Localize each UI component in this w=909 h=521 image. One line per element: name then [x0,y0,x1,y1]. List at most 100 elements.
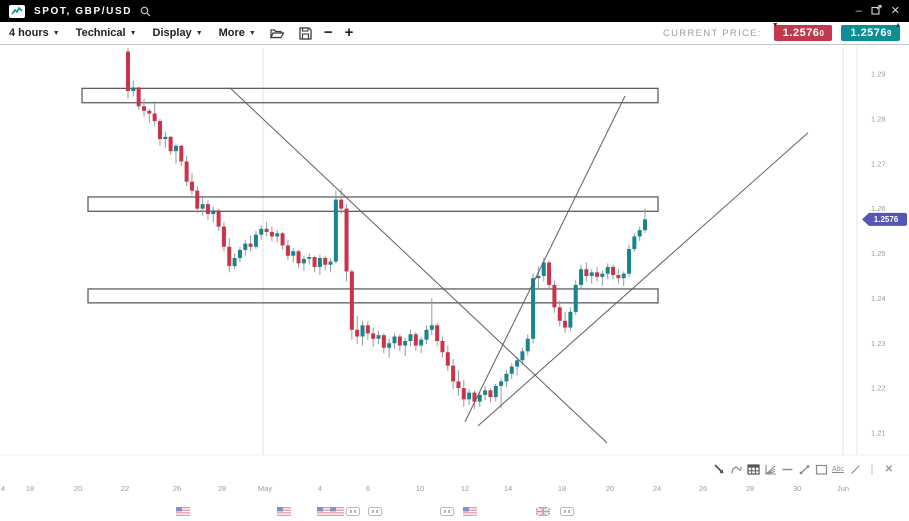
candle-body [525,338,530,352]
price-axis-label: 1.24 [871,294,886,303]
candle-body [477,394,482,402]
window-titlebar: SPOT, GBP/USD – ✕ [0,0,909,22]
candle-body [579,269,584,285]
text-tool-icon[interactable]: Abc [831,465,845,473]
candle-body [467,392,472,400]
candle-body [541,262,546,276]
arrow-down-icon: ▼ [771,22,780,29]
candle-body [563,320,568,328]
date-axis: 4 18 20 22 26 28 May 4 6 10 12 14 18 20 24 26 28 30 Jun [1,484,849,493]
app-logo-icon [9,4,25,18]
candle-body [595,272,600,277]
support-resistance-box[interactable] [81,87,659,104]
candle-body [136,87,141,107]
arrow-up-icon: ▲ [894,22,902,29]
candle-body [317,257,322,267]
horizontal-line-tool-icon[interactable] [780,462,794,477]
date-axis-label: 28 [218,484,226,493]
candle-body [381,335,386,348]
price-axis-label: 1.26 [871,204,886,213]
close-tool-icon[interactable]: ✕ [884,463,894,475]
technical-dropdown[interactable]: Technical ▼ [75,27,137,39]
candle-body [403,341,408,346]
candle-body [285,245,290,256]
candle-body [296,251,301,264]
candle-body [461,388,466,400]
candle-body [147,110,152,114]
search-icon[interactable] [140,6,151,17]
candle-body [451,365,456,382]
support-resistance-box[interactable] [87,196,659,212]
support-resistance-box[interactable] [87,288,659,304]
candle-body [141,106,146,111]
candle-body [355,329,360,337]
candle-body [200,204,205,209]
minimize-button[interactable]: – [855,4,862,17]
candle-body [584,269,589,276]
trendline-tool-icon[interactable] [797,462,811,477]
candle-body [339,199,344,209]
candle-body [323,257,328,265]
candle-body [435,325,440,342]
rectangle-tool-icon[interactable] [814,462,828,477]
uk-flag-icon[interactable] [535,503,551,517]
curved-line-tool-icon[interactable] [729,462,743,477]
candle-body [600,273,605,277]
date-axis-label: 10 [416,484,424,493]
candle-body [307,257,312,259]
candle-body [520,351,525,361]
price-axis-label: 1.22 [871,384,886,393]
bid-price-badge: ▼ 1.25760 [771,22,833,41]
candle-body [269,231,274,237]
candle-body [275,233,280,237]
candle-body [611,266,616,276]
candle-body [312,257,317,267]
current-price-tag: 1.2576 [862,212,907,226]
zoom-in-button[interactable]: + [344,24,354,41]
price-axis-label: 1.28 [871,114,886,123]
fan-lines-tool-icon[interactable] [763,462,777,477]
pointer-tool-icon[interactable] [712,462,726,477]
candle-body [365,325,370,334]
ask-price-badge: 1.25769 ▲ [841,22,902,41]
grid-tool-icon[interactable] [746,462,760,477]
drawing-toolbar: Abc ✕ [712,460,896,478]
event-badge-icon[interactable] [346,503,360,516]
close-icon[interactable]: ✕ [890,4,900,17]
zoom-out-button[interactable]: − [323,24,333,41]
candle-body [413,334,418,346]
trendline-ascending-long[interactable] [477,132,809,427]
candle-body [573,284,578,312]
trendline-descending[interactable] [229,87,608,444]
candle-body [605,266,610,274]
candle-body [392,336,397,344]
more-dropdown[interactable]: More ▼ [218,27,256,39]
candle-body [301,258,306,264]
popout-button[interactable] [871,4,882,18]
ray-tool-icon[interactable] [848,462,862,477]
price-axis-label: 1.23 [871,339,886,348]
candle-body [216,210,221,227]
trendline-ascending-steep[interactable] [464,95,626,423]
date-axis-label: May [258,484,272,493]
date-axis-label: 26 [173,484,181,493]
candle-body [568,311,573,328]
chevron-down-icon: ▼ [129,29,137,37]
date-axis-label: 18 [558,484,566,493]
candle-body [536,275,541,279]
timeframe-dropdown[interactable]: 4 hours ▼ [9,27,60,39]
open-folder-icon[interactable] [269,27,285,39]
candle-body [227,246,232,267]
svg-text:1.2576: 1.2576 [874,215,899,224]
candle-body [547,262,552,285]
event-badge-icon[interactable] [560,503,574,516]
display-dropdown[interactable]: Display ▼ [152,27,203,39]
candle-body [205,204,210,215]
event-badge-icon[interactable] [368,503,382,516]
candle-body [189,181,194,191]
event-badge-icon[interactable] [440,503,454,516]
candle-body [333,199,338,262]
date-axis-label: 24 [653,484,661,493]
save-icon[interactable] [299,26,312,40]
